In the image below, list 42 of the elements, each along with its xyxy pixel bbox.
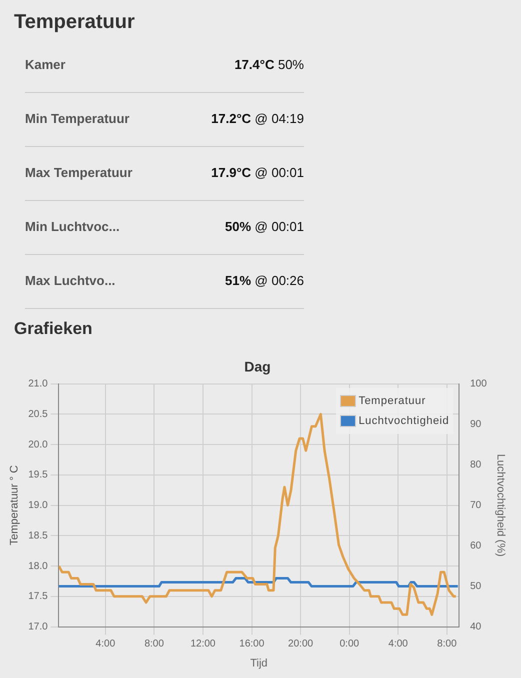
y-tick-label: 20.0 (28, 439, 48, 450)
y2-axis-title: Luchtvochtigheid (%) (494, 454, 506, 557)
text: 17.9°C @ 00:01 (211, 164, 304, 182)
x-tick-label: 0:00 (340, 638, 360, 650)
y2-tick-label: 80 (470, 460, 482, 471)
y2-tick-label: 100 (470, 378, 488, 390)
y-tick-label: 17.5 (28, 591, 48, 602)
y-tick-label: 18.5 (28, 530, 48, 542)
y-tick-label: 19.0 (28, 500, 48, 512)
x-tick-label: 20:00 (288, 638, 314, 650)
x-tick-label: 16:00 (239, 638, 265, 650)
chart-title: Dag (244, 358, 271, 374)
text: 17.2°C @ 04:19 (211, 110, 304, 128)
y2-tick-label: 90 (470, 419, 482, 430)
text: 50% @ 00:01 (225, 218, 304, 236)
y-tick-label: 17.0 (28, 622, 48, 633)
y-tick-label: 20.5 (28, 408, 48, 420)
legend-label: Luchtvochtigheid (358, 414, 450, 427)
text: Min Luchtvoc... (25, 218, 120, 236)
y-tick-label: 21.0 (28, 378, 48, 390)
text: Min Temperatuur (25, 110, 130, 128)
x-tick-label: 12:00 (190, 638, 216, 650)
x-tick-label: 8:00 (144, 638, 164, 650)
y2-tick-label: 40 (470, 622, 482, 633)
text: Temperatuur (14, 10, 136, 34)
y-tick-label: 18.0 (28, 560, 48, 572)
y-axis-title: Temperatuur ° C (8, 465, 21, 546)
text: 17.4°C 50% (234, 56, 304, 74)
y2-tick-label: 50 (470, 581, 482, 592)
x-tick-label: 8:00 (437, 638, 458, 650)
text: Grafieken (14, 319, 94, 339)
text: Kamer (25, 56, 66, 74)
y2-tick-label: 70 (470, 500, 482, 512)
text: Max Temperatuur (25, 164, 132, 182)
text: 51% @ 00:26 (225, 272, 304, 290)
x-tick-label: 4:00 (96, 638, 116, 650)
x-axis-title: Tijd (250, 657, 268, 670)
legend-label: Temperatuur (358, 394, 426, 407)
y2-tick-label: 60 (470, 540, 482, 552)
x-tick-label: 4:00 (388, 638, 408, 650)
y-tick-label: 19.5 (28, 470, 48, 481)
text: Max Luchtvo... (25, 272, 116, 290)
